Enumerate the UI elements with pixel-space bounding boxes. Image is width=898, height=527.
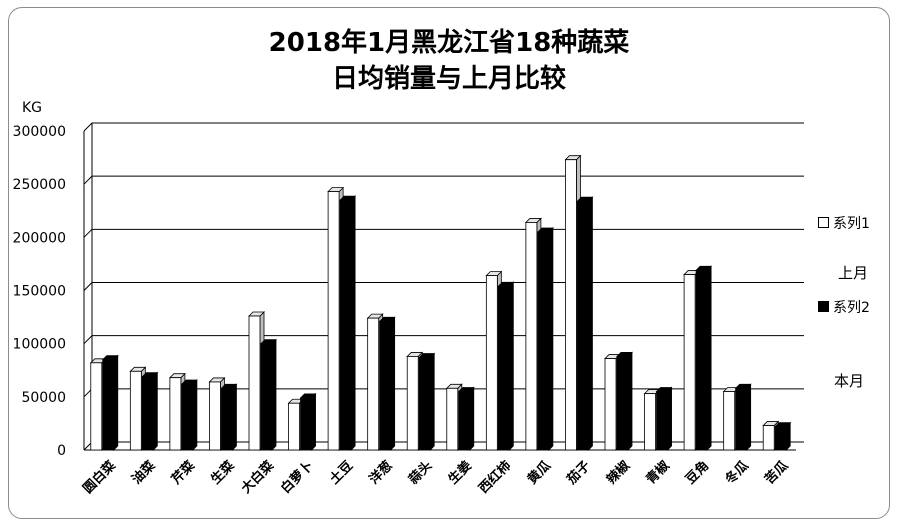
bar-series2	[141, 376, 154, 451]
bar-series2	[221, 387, 233, 451]
chart-title-line2: 日均销量与上月比较	[331, 64, 566, 94]
x-tick-label: 冬瓜	[722, 458, 752, 488]
bar-series1	[565, 159, 577, 451]
bar-side-2	[429, 352, 435, 451]
annotation-prev-month: 上月	[838, 264, 869, 282]
gridline	[83, 175, 804, 185]
bar-series1	[446, 387, 459, 451]
y-tick-label: 150000	[13, 284, 66, 300]
legend-item-series2: 系列2	[818, 297, 870, 317]
x-tick-label: 圆白菜	[80, 458, 119, 497]
bar-series1	[762, 425, 775, 451]
bar-series2	[379, 320, 392, 451]
x-tick-label: 生姜	[445, 458, 475, 488]
y-tick-label: 100000	[13, 337, 66, 353]
legend-swatch-series2	[818, 301, 829, 312]
bar-series2	[616, 356, 629, 451]
bar-side-2	[469, 386, 475, 451]
bar-series2	[774, 426, 787, 451]
bar-side-2	[706, 265, 712, 451]
bar-series1	[485, 275, 498, 451]
bar-side-2	[271, 338, 277, 451]
bar-series2	[577, 200, 589, 451]
bar-side-2	[627, 351, 633, 451]
bar-series1	[525, 222, 538, 451]
x-tick-label: 苦瓜	[762, 458, 792, 488]
bar-series1	[683, 274, 696, 451]
bar-series1	[644, 393, 656, 451]
x-tick-label: 油菜	[129, 458, 159, 488]
bar-series1	[248, 315, 261, 451]
bar-series2	[656, 391, 668, 451]
bar-series2	[418, 357, 431, 451]
bar-series1	[604, 358, 617, 451]
bar-series2	[695, 269, 708, 451]
bar-side-2	[746, 383, 752, 451]
y-axis-unit-label: KG	[22, 100, 43, 116]
bar-series2	[339, 199, 352, 451]
bar-side-2	[508, 281, 514, 451]
y-tick-label: 300000	[13, 124, 66, 140]
x-tick-label: 土豆	[326, 458, 356, 488]
x-tick-label: 芹菜	[168, 458, 198, 488]
bar-series1	[209, 381, 221, 451]
y-tick-label: 0	[57, 443, 66, 459]
x-tick-label: 茄子	[563, 458, 593, 488]
bar-series2	[497, 285, 510, 451]
bar-side-2	[350, 195, 356, 451]
bar-series2	[300, 397, 312, 451]
x-tick-label: 黄瓜	[524, 458, 554, 488]
x-tick-label: 蒜头	[406, 458, 436, 488]
gridline	[83, 228, 804, 238]
gridline	[83, 122, 804, 132]
y-tick-label: 50000	[21, 390, 66, 406]
bar-series1	[327, 191, 340, 451]
legend-item-series1: 系列1	[818, 213, 870, 233]
x-tick-label: 西红柿	[475, 458, 514, 497]
legend-label-series2: 系列2	[833, 300, 870, 316]
bar-series1	[723, 391, 736, 451]
bar-series1	[90, 362, 103, 451]
bar-side-2	[113, 354, 119, 451]
y-tick-label: 250000	[13, 177, 66, 193]
x-tick-label: 辣椒	[603, 458, 633, 488]
bar-series2	[735, 387, 748, 451]
bar-series1	[129, 370, 142, 451]
bar-side-2	[311, 392, 316, 451]
y-tick-label: 200000	[13, 230, 66, 246]
bar-side-2	[785, 421, 791, 451]
bar-side-2	[152, 371, 158, 451]
x-tick-label: 青椒	[643, 458, 673, 488]
bar-series2	[260, 343, 273, 451]
bar-series2	[102, 359, 115, 451]
x-tick-label: 白萝卜	[278, 458, 317, 497]
bar-series2	[537, 231, 550, 451]
x-tick-label: 生菜	[208, 458, 238, 488]
x-tick-label: 大白菜	[238, 458, 277, 497]
bar-series1	[406, 356, 419, 451]
bar-side-2	[667, 386, 672, 451]
annotation-this-month: 本月	[834, 372, 865, 390]
bar-series2	[181, 383, 194, 451]
bar-series2	[458, 391, 471, 451]
bar-series1	[169, 377, 182, 451]
legend-swatch-series1	[818, 217, 829, 228]
legend-label-series1: 系列1	[833, 216, 870, 232]
bar-side-2	[588, 196, 593, 451]
x-tick-label: 豆角	[682, 458, 712, 488]
bar-series1	[367, 317, 380, 451]
bar-side-2	[548, 227, 554, 451]
x-tick-label: 洋葱	[366, 458, 396, 488]
bar-side-2	[192, 379, 198, 451]
bar-side-2	[232, 383, 237, 451]
bar-side-2	[390, 316, 396, 451]
bar-series1	[288, 402, 300, 451]
chart-title-line1: 2018年1月黑龙江省18种蔬菜	[268, 28, 630, 58]
